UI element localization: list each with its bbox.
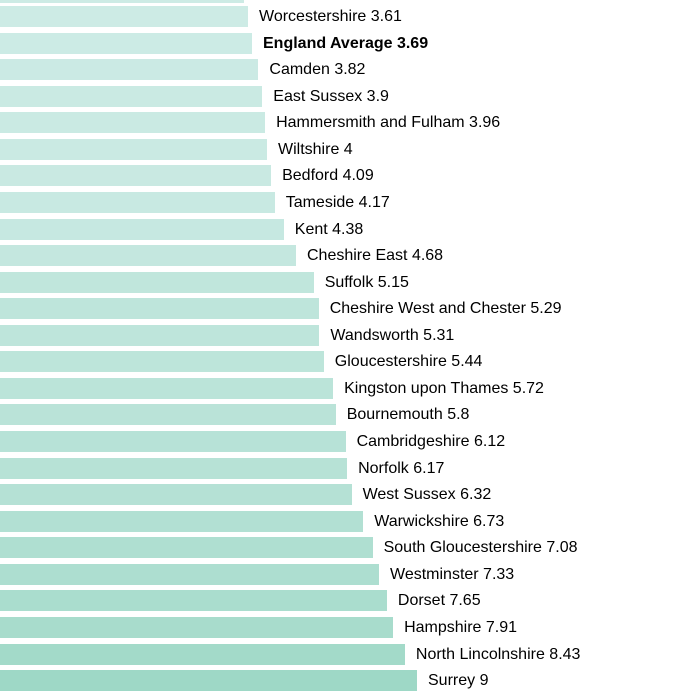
bar <box>0 404 336 426</box>
bar-label: Westminster 7.33 <box>390 565 515 583</box>
bar-row: Wiltshire 4 <box>0 138 353 160</box>
bar <box>0 431 346 453</box>
bar <box>0 218 284 240</box>
bar <box>0 537 373 559</box>
bar-row: Worcestershire 3.61 <box>0 6 402 27</box>
bar-row: Norfolk 6.17 <box>0 457 445 479</box>
bar-label: Kingston upon Thames 5.72 <box>344 379 544 397</box>
bar-label: South Gloucestershire 7.08 <box>383 539 578 557</box>
bar <box>0 670 417 691</box>
bar-row: Westminster 7.33 <box>0 563 515 585</box>
bar-label: Warwickshire 6.73 <box>374 512 505 530</box>
bar <box>0 563 379 585</box>
bar-row: West Sussex 6.32 <box>0 484 492 506</box>
bar-row: Warwickshire 6.73 <box>0 510 505 532</box>
bar-row: Tameside 4.17 <box>0 191 390 213</box>
bar-label: Norfolk 6.17 <box>358 459 445 477</box>
bar <box>0 245 296 267</box>
bar-row: Surrey 9 <box>0 670 488 691</box>
bar <box>0 457 348 479</box>
bar-row: Suffolk 5.15 <box>0 271 409 293</box>
bar <box>0 191 275 213</box>
bar-row: Hammersmith and Fulham 3.96 <box>0 112 501 134</box>
bar-label: Bournemouth 5.8 <box>346 406 470 424</box>
bar-row: Cheshire West and Chester 5.29 <box>0 298 562 320</box>
bar-label: Hampshire 7.91 <box>404 618 518 636</box>
bar-label: Wiltshire 4 <box>278 140 353 158</box>
bar-label: Camden 3.82 <box>269 61 366 79</box>
bar-label: England Average 3.69 <box>263 34 429 52</box>
partial-bar-top <box>0 0 244 3</box>
bar <box>0 484 352 506</box>
bar-label: Tameside 4.17 <box>285 193 390 211</box>
bar <box>0 590 387 612</box>
bar-row: Wandsworth 5.31 <box>0 324 455 346</box>
bar-row: Camden 3.82 <box>0 59 366 81</box>
bar-row: Bournemouth 5.8 <box>0 404 470 426</box>
bar <box>0 271 314 293</box>
bar <box>0 298 319 320</box>
bar-label: Dorset 7.65 <box>397 592 481 610</box>
bar-row: Cambridgeshire 6.12 <box>0 431 506 453</box>
bar <box>0 85 263 107</box>
bar <box>0 510 364 532</box>
bar-label: Cheshire West and Chester 5.29 <box>329 300 562 318</box>
bar-label: Bedford 4.09 <box>282 167 374 185</box>
bar-row: Bedford 4.09 <box>0 165 374 187</box>
bar-label: Surrey 9 <box>428 672 489 690</box>
bar-row: South Gloucestershire 7.08 <box>0 537 578 559</box>
bar-row: East Sussex 3.9 <box>0 85 389 107</box>
bar <box>0 165 272 187</box>
bar-row: England Average 3.69 <box>0 32 429 54</box>
bar <box>0 6 248 27</box>
bar-row: Kent 4.38 <box>0 218 364 240</box>
bar-label: Hammersmith and Fulham 3.96 <box>276 114 501 132</box>
bar-label: East Sussex 3.9 <box>273 87 389 105</box>
bar <box>0 616 394 638</box>
bar-label: Suffolk 5.15 <box>324 273 409 291</box>
bar <box>0 377 334 399</box>
bar <box>0 324 320 346</box>
bar-row: Cheshire East 4.68 <box>0 245 444 267</box>
bar <box>0 59 259 81</box>
bar-label: Cheshire East 4.68 <box>307 247 444 265</box>
bar-label: Cambridgeshire 6.12 <box>356 433 506 451</box>
bar <box>0 643 405 665</box>
bar-label: Wandsworth 5.31 <box>330 326 455 344</box>
bar <box>0 138 267 160</box>
bar-label: West Sussex 6.32 <box>362 486 492 504</box>
bar <box>0 351 324 373</box>
bar <box>0 112 266 134</box>
bar <box>0 32 252 54</box>
bar-row: Kingston upon Thames 5.72 <box>0 377 544 399</box>
bar-label: North Lincolnshire 8.43 <box>415 645 581 663</box>
bar-label: Kent 4.38 <box>294 220 364 238</box>
bar-row: North Lincolnshire 8.43 <box>0 643 581 665</box>
bar-row: Dorset 7.65 <box>0 590 481 612</box>
bar-label: Worcestershire 3.61 <box>259 8 402 25</box>
bar-label: Gloucestershire 5.44 <box>334 353 483 371</box>
bar-row: Hampshire 7.91 <box>0 616 518 638</box>
bar-row: Gloucestershire 5.44 <box>0 351 483 373</box>
